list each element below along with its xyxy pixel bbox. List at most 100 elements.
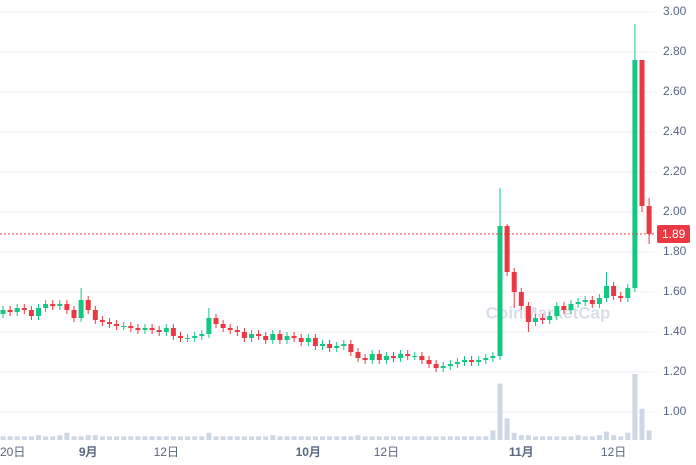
volume-bar [362, 436, 368, 440]
candle-body [220, 324, 226, 328]
candle-body [618, 296, 624, 298]
volume-bar [405, 436, 411, 440]
volume-bar [497, 383, 503, 440]
volume-bar [625, 432, 631, 440]
volume-bar [36, 435, 41, 440]
candle-body [7, 310, 13, 312]
candle-body [490, 356, 496, 358]
candle-body [291, 336, 297, 338]
x-tick-label: 10月 [296, 445, 321, 459]
candle-body [419, 356, 425, 360]
volume-bar [263, 436, 269, 440]
y-tick-label: 2.00 [663, 204, 687, 218]
candle-body [568, 304, 574, 310]
volume-bar [341, 436, 347, 440]
candle-body [36, 308, 41, 316]
candle-body [43, 304, 49, 308]
volume-bar [284, 436, 290, 440]
volume-bar [85, 435, 91, 440]
volume-bar [369, 436, 375, 440]
volume-bar [462, 436, 467, 440]
candle-body [327, 344, 333, 348]
volume-bar [540, 436, 546, 440]
volume-bar [632, 374, 638, 440]
y-tick-label: 1.00 [663, 404, 687, 418]
candle-body [483, 358, 489, 360]
candle-body [320, 344, 325, 346]
candle-body [632, 60, 638, 288]
candle-body [64, 304, 70, 310]
candle-body [78, 300, 84, 318]
y-tick-label: 1.20 [663, 364, 687, 378]
volume-bar [511, 432, 517, 440]
candle-body [249, 334, 254, 338]
candle-body [213, 318, 219, 324]
candle-body [14, 308, 20, 312]
candle-body [362, 358, 368, 360]
candle-body [199, 334, 205, 336]
volume-bar [227, 436, 233, 440]
y-tick-label: 2.60 [663, 84, 687, 98]
volume-bar [57, 435, 63, 440]
volume-bar [121, 436, 127, 440]
candle-body [575, 302, 581, 304]
candle-body [525, 306, 531, 322]
volume-bar [21, 436, 27, 440]
volume-bar [582, 436, 588, 440]
candle-body [284, 336, 290, 340]
candle-body [376, 354, 382, 360]
volume-bar [78, 436, 84, 440]
candle-body [454, 362, 460, 364]
candle-body [71, 310, 77, 318]
volume-bar [128, 436, 134, 440]
candle-body [469, 360, 475, 362]
candle-body [170, 328, 176, 336]
candle-body [121, 326, 127, 327]
volume-bar [220, 436, 226, 440]
watermark: CoinMarketCap [486, 303, 611, 322]
volume-bar [518, 435, 524, 440]
volume-bar [426, 436, 432, 440]
volume-bar [249, 436, 254, 440]
volume-bar [0, 436, 6, 440]
x-tick-label: 20日 [0, 445, 25, 459]
volume-bar [589, 436, 595, 440]
volume-bar [575, 435, 581, 440]
candle-body [625, 288, 631, 298]
candle-body [604, 286, 609, 298]
volume-bar [14, 436, 20, 440]
candle-body [298, 338, 304, 342]
candle-body [135, 328, 141, 330]
volume-bar [327, 436, 333, 440]
volume-bar [241, 436, 247, 440]
volume-bar [64, 432, 70, 440]
candle-body [107, 322, 112, 324]
last-price-label: 1.89 [662, 227, 686, 241]
candle-body [0, 310, 6, 314]
volume-bar [639, 408, 645, 440]
x-tick-label: 12日 [154, 445, 179, 459]
candle-body [178, 336, 183, 338]
volume-bar [291, 436, 297, 440]
candle-body [341, 344, 347, 346]
candle-body [128, 326, 134, 328]
candle-body [99, 320, 105, 322]
candle-body [440, 366, 446, 368]
volume-bar [383, 436, 389, 440]
volume-bar [596, 435, 602, 440]
x-tick-label: 11月 [509, 445, 534, 459]
candle-body [398, 354, 404, 358]
volume-bar [178, 436, 183, 440]
y-tick-label: 1.60 [663, 284, 687, 298]
candle-body [646, 206, 652, 234]
volume-bar [43, 436, 49, 440]
candle-body [462, 360, 467, 362]
y-tick-label: 1.80 [663, 244, 687, 258]
volume-bar [185, 436, 191, 440]
candle-body [263, 336, 269, 340]
volume-bar [483, 436, 489, 440]
candle-body [348, 344, 354, 352]
volume-bar [277, 436, 283, 440]
volume-bar [419, 436, 425, 440]
y-tick-label: 2.40 [663, 124, 687, 138]
